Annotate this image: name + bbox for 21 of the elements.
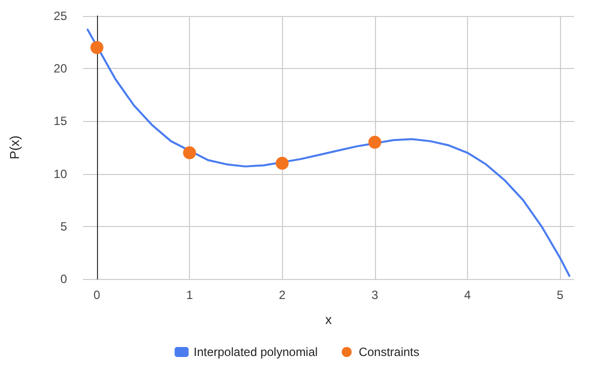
- y-tick-label: 5: [60, 219, 68, 234]
- point: [276, 156, 289, 170]
- y-tick-label: 15: [54, 114, 68, 128]
- x-axis-title: x: [325, 312, 332, 327]
- y-axis-title: P(x): [7, 136, 22, 160]
- y-tick-label: 25: [54, 9, 68, 23]
- x-tick-label: 4: [464, 288, 472, 302]
- line-series: [86, 28, 570, 277]
- x-tick-label: 0: [94, 288, 101, 302]
- x-tick-label: 3: [371, 288, 378, 302]
- legend-label: Constraints: [358, 345, 420, 359]
- point: [368, 136, 382, 149]
- y-tick-label: 20: [54, 62, 68, 76]
- point: [183, 146, 196, 160]
- y-tick-label: 10: [54, 166, 68, 181]
- point: [90, 41, 104, 54]
- x-tick-label: 1: [186, 288, 194, 302]
- legend-label: Interpolated polynomial: [194, 345, 318, 359]
- x-tick-label: 5: [556, 288, 564, 302]
- x-tick-label: 2: [278, 288, 286, 302]
- y-tick-label: 0: [60, 272, 68, 286]
